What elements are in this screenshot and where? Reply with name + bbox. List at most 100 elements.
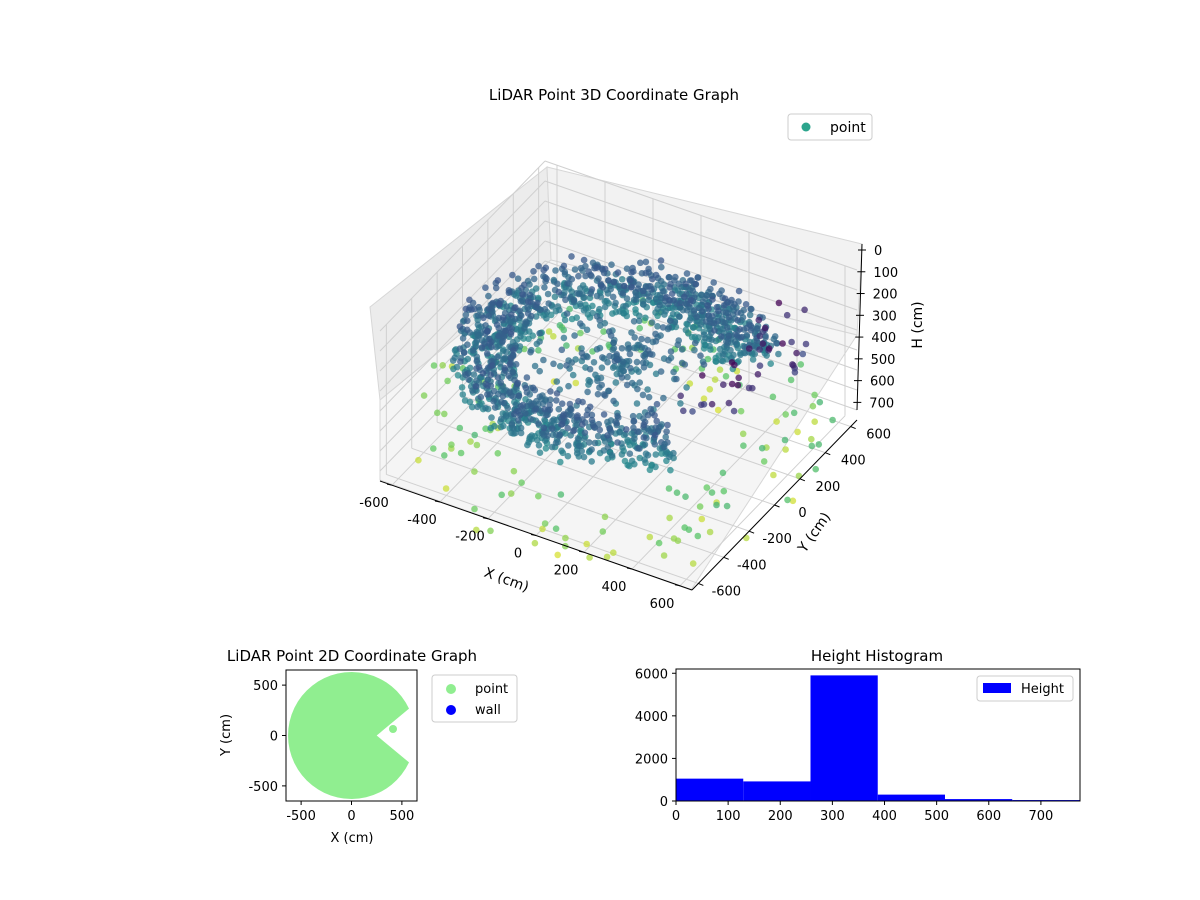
point-3d [457,358,464,365]
point-3d [583,540,590,548]
z-tick-label-3d: 300 [872,309,897,324]
point-3d [637,259,644,267]
legend-2d-wall-marker [446,705,456,715]
point-3d [599,528,607,535]
point-3d [489,362,496,369]
point-3d [661,311,668,318]
chart-hist: Height Histogram 0 100 200 300 400 500 600 7000… [635,647,1081,824]
point-3d [595,275,602,282]
point-3d [640,434,648,441]
point-3d [646,533,654,541]
point-3d [681,361,689,368]
point-3d [628,329,635,336]
point-3d [604,358,611,366]
y-axis-label-2d: Y (cm) [219,714,234,757]
points-3d [415,253,836,567]
point-3d [769,393,777,401]
point-3d [691,339,699,347]
point-3d [542,437,549,444]
point-3d [600,269,608,277]
point-3d [770,471,777,479]
hist-bar [743,781,811,801]
y-tick-label-3d: -200 [762,532,792,547]
point-3d [448,441,455,449]
point-3d [544,290,552,298]
point-3d [606,425,613,433]
legend-3d [787,113,873,141]
point-3d [487,371,495,379]
point-3d [490,397,497,405]
point-3d [794,428,801,436]
point-3d [674,341,682,349]
point-3d [649,275,656,283]
point-3d [531,407,538,414]
point-3d [442,485,450,492]
point-3d [510,347,517,354]
point-3d [630,318,638,325]
point-3d [563,362,570,369]
point-3d [508,311,515,318]
point-3d [472,383,480,390]
point-3d [703,292,711,299]
point-3d [580,353,587,361]
point-3d [706,528,714,536]
legend-hist-label: Height [1021,682,1064,697]
chart-2d: LiDAR Point 2D Coordinate Graph -500 0 500… [219,647,518,846]
point-3d [788,338,795,346]
z-tick-label-3d: 100 [873,266,898,281]
point-3d [689,287,697,295]
point-3d [644,386,651,393]
point-3d [537,306,544,314]
point-3d [610,345,618,352]
point-3d [622,302,630,310]
x-tick-label-hist: 400 [872,809,897,824]
point-3d [652,330,659,338]
hist-title: Height Histogram [811,647,943,665]
point-3d [583,326,591,334]
point-3d [572,379,580,387]
point-3d [646,350,654,358]
point-3d [586,403,594,411]
x-tick-label-hist: 0 [672,809,680,824]
point-3d [596,426,604,434]
point-3d [488,414,495,421]
point-3d [512,315,519,323]
point-3d [563,310,571,317]
point-3d [546,401,553,409]
point-3d [504,404,512,412]
point-3d [469,347,477,354]
point-3d [599,354,606,361]
point-3d [439,362,447,369]
point-3d [703,484,711,491]
point-3d [582,285,589,293]
point-3d [775,350,782,358]
point-3d [580,307,588,314]
point-3d [600,411,608,418]
point-3d [599,283,607,291]
point-3d [666,296,673,304]
point-3d [601,513,609,521]
point-3d [640,421,648,429]
x-tick-label-2d: 500 [389,809,414,824]
point-3d [478,344,486,351]
point-3d [604,432,611,439]
x-tick-label-hist: 500 [924,809,949,824]
point-3d [549,417,556,425]
point-3d [484,327,491,335]
point-3d [505,289,513,297]
point-3d [495,324,503,332]
point-3d [529,384,537,392]
x-tick-label-3d: 200 [554,563,579,578]
point-3d [482,425,489,433]
point-3d [471,505,478,513]
point-3d [727,346,734,354]
point-3d [499,314,507,321]
point-3d [609,310,616,317]
point-3d [737,407,745,415]
point-3d [588,458,595,465]
point-3d [497,423,505,431]
point-3d [507,490,515,497]
point-3d [616,428,623,436]
point-3d [546,406,554,414]
point-3d [555,405,563,413]
